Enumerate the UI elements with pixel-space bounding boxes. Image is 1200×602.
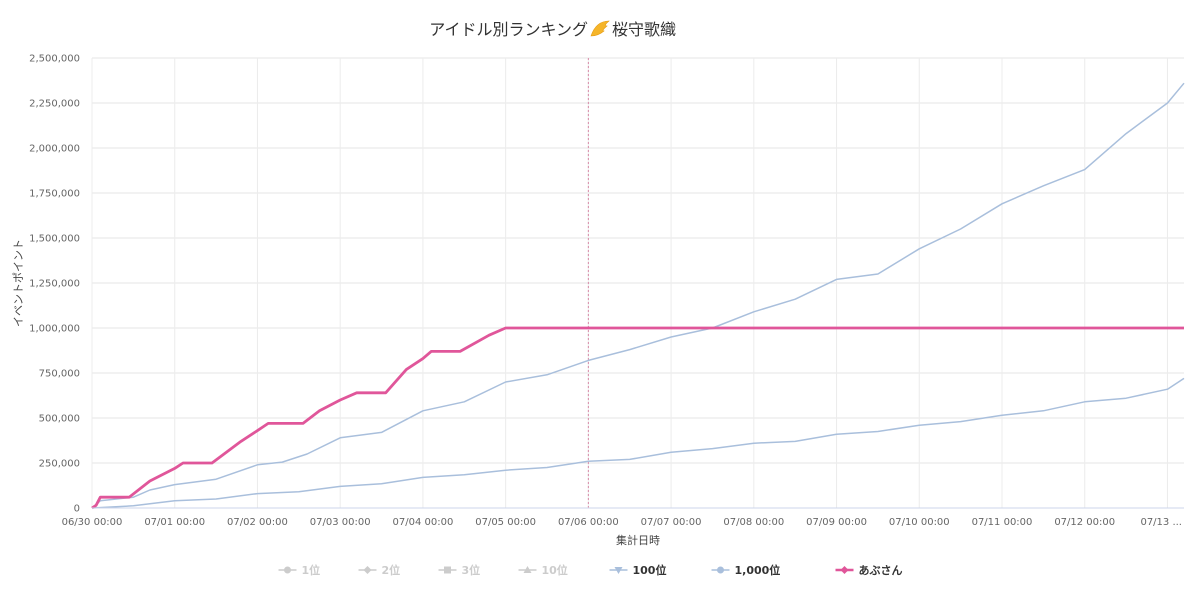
x-tick-label: 07/07 00:00 [641, 517, 702, 528]
x-tick-label: 07/12 00:00 [1054, 517, 1115, 528]
legend-label: 2位 [382, 563, 401, 577]
y-tick-label: 1,250,000 [29, 279, 80, 290]
legend-marker-square-icon [444, 566, 451, 574]
x-tick-label: 06/30 00:00 [62, 517, 123, 528]
y-tick-label: 2,000,000 [29, 144, 80, 155]
chart-title-idol-name: 桜守歌織 [612, 20, 676, 39]
x-tick-label: 07/13 ... [1140, 517, 1182, 528]
legend-marker-triangle-down-icon [614, 567, 623, 574]
x-tick-label: 07/09 00:00 [806, 517, 867, 528]
x-tick-label: 07/02 00:00 [227, 517, 288, 528]
x-gridlines [91, 58, 1168, 508]
y-tick-label: 2,500,000 [29, 54, 80, 65]
y-tick-label: 1,750,000 [29, 189, 80, 200]
legend-label: 1,000位 [735, 563, 781, 577]
y-gridlines [92, 57, 1184, 464]
x-axis-title: 集計日時 [616, 533, 660, 547]
y-tick-label: 2,250,000 [29, 99, 80, 110]
wing-icon [590, 20, 610, 37]
chart-title-group: アイドル別ランキング 桜守歌織 [429, 20, 676, 39]
legend-marker-triangle-icon [523, 566, 532, 573]
legend-marker-circle-icon [284, 566, 291, 574]
legend-label: 10位 [542, 563, 568, 577]
legend-item[interactable]: 1位 [278, 563, 321, 577]
legend-item[interactable]: 100位 [609, 563, 667, 577]
legend-label: あぶさん [859, 564, 903, 577]
legend-marker-circle-icon [717, 566, 724, 574]
y-tick-label: 0 [74, 504, 80, 515]
x-tick-label: 07/10 00:00 [889, 517, 950, 528]
x-tick-label: 07/11 00:00 [972, 517, 1033, 528]
legend-item[interactable]: あぶさん [835, 564, 903, 577]
x-tick-label: 07/05 00:00 [475, 517, 536, 528]
y-axis-title: イベントポイント [12, 239, 25, 327]
y-tick-label: 750,000 [39, 369, 80, 380]
legend-item[interactable]: 2位 [358, 563, 401, 577]
series-lines [91, 82, 1185, 510]
series-line-あぶさん [91, 326, 1184, 510]
wing-icon-shape [590, 20, 610, 37]
y-tick-label: 500,000 [39, 414, 80, 425]
legend-label: 1位 [302, 563, 321, 577]
series-line-100位 [91, 82, 1185, 509]
chart-title: アイドル別ランキング [429, 20, 588, 39]
legend-marker-diamond-icon [840, 566, 849, 574]
chart-legend: 1位 2位 3位 10位 100位 1,000位 あぶさん [278, 563, 903, 577]
series-line-1,000位 [91, 377, 1185, 509]
legend-item[interactable]: 1,000位 [711, 563, 781, 577]
legend-label: 3位 [462, 563, 481, 577]
legend-label: 100位 [633, 563, 667, 577]
legend-item[interactable]: 3位 [438, 563, 481, 577]
x-tick-label: 07/08 00:00 [723, 517, 784, 528]
y-tick-label: 1,500,000 [29, 234, 80, 245]
x-tick-label: 07/04 00:00 [392, 517, 453, 528]
legend-marker-diamond-icon [363, 566, 372, 574]
x-axis-ticks: 06/30 00:00 07/01 00:00 07/02 00:00 07/03 0… [62, 517, 1182, 528]
x-tick-label: 07/03 00:00 [310, 517, 371, 528]
x-tick-label: 07/06 00:00 [558, 517, 619, 528]
y-tick-label: 250,000 [39, 459, 80, 470]
legend-item[interactable]: 10位 [518, 563, 568, 577]
y-tick-label: 1,000,000 [29, 324, 80, 335]
x-tick-label: 07/01 00:00 [144, 517, 205, 528]
y-axis-ticks: 0 250,000 500,000 750,000 1,000,000 1,250,000… [29, 54, 80, 515]
